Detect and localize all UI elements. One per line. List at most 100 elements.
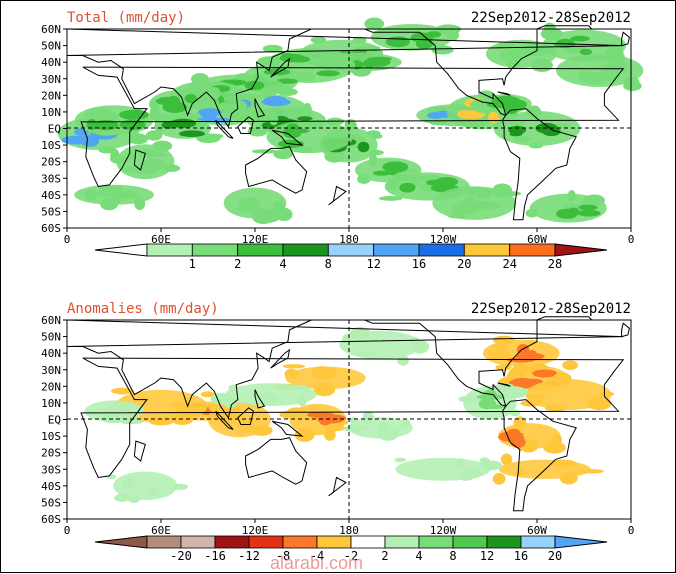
lon-label: 0 [64, 233, 71, 246]
total-colorbar: 1 2 4 8 12 16 20 24 28 [94, 243, 608, 271]
field-core [459, 206, 479, 214]
field-patch [512, 363, 530, 375]
lon-label: 60W [527, 524, 547, 537]
field-core [134, 164, 159, 175]
colorbar-swatch [237, 243, 284, 257]
field-patch [256, 391, 279, 406]
colorbar-high-arrow [554, 535, 608, 549]
field-patch [172, 483, 188, 490]
field-patch [210, 393, 231, 405]
field-core [508, 125, 526, 135]
lat-label: 10N [41, 106, 61, 119]
coastline-sumatra [215, 119, 234, 139]
field-core [161, 121, 176, 129]
anomaly-colorbar: -20 -16 -12 -8 -4 -2 2 4 8 12 16 20 [94, 535, 608, 563]
field-patch [492, 342, 508, 350]
coastline-philippines [254, 98, 266, 118]
colorbar-label: -16 [204, 549, 226, 563]
field-patch [583, 194, 605, 206]
lon-label: 60E [151, 233, 171, 246]
field-patch [386, 180, 399, 191]
field-patch [186, 83, 213, 94]
field-patch [237, 419, 254, 433]
colorbar-swatch [180, 535, 216, 549]
colorbar-swatch [373, 243, 420, 257]
field-patch [181, 406, 207, 412]
field-patch [93, 128, 120, 136]
field-core [357, 141, 370, 153]
field-patch [527, 393, 546, 403]
field-patch [204, 101, 214, 111]
field-patch [431, 45, 454, 55]
field-patch [104, 405, 124, 412]
field-patch [378, 196, 403, 201]
field-patch [127, 496, 140, 503]
colorbar-label: -20 [170, 549, 192, 563]
field-patch [272, 202, 286, 211]
colorbar-swatch [384, 535, 420, 549]
field-patch [293, 146, 314, 153]
lat-label: 40N [41, 56, 61, 69]
field-patch [273, 149, 293, 160]
colorbar-swatch [509, 243, 556, 257]
lat-label: 50S [41, 496, 61, 509]
field-patch [282, 113, 300, 118]
field-core [410, 32, 434, 43]
field-patch [324, 150, 345, 163]
colorbar-swatch [327, 243, 374, 257]
colorbar-low-arrow [94, 535, 148, 549]
field-core [289, 56, 311, 63]
field-core [523, 378, 543, 385]
coastline-madagascar [133, 149, 146, 171]
coastline-philippines [254, 389, 266, 409]
field-patch [509, 119, 525, 127]
field-patch [543, 441, 566, 454]
colorbar-swatch [452, 535, 488, 549]
colorbar-label: 12 [480, 549, 494, 563]
lon-label: 60E [151, 524, 171, 537]
field-patch [496, 42, 516, 49]
field-core [608, 69, 626, 75]
colorbar-label: -4 [310, 549, 324, 563]
total-lat-labels: 60N 50N 40N 30N 20N 10N EQ 10S 20S 30S 40S 50S 60S [41, 23, 67, 235]
anomaly-title: Anomalies (mm/day) [67, 301, 219, 317]
colorbar-label: 24 [502, 257, 516, 271]
field-core [516, 344, 530, 356]
field-patch [220, 409, 241, 423]
colorbar-label: 28 [548, 257, 562, 271]
field-core [84, 189, 98, 200]
field-core [121, 191, 137, 199]
field-patch [313, 382, 336, 397]
coastline-africa [80, 66, 625, 188]
lat-label: 60S [41, 513, 61, 526]
colorbar-high-arrow [554, 243, 608, 257]
coastline-samerica [501, 399, 577, 512]
colorbar-swatch [146, 535, 182, 549]
colorbar-label: 16 [412, 257, 426, 271]
field-patch [148, 487, 160, 496]
field-patch [531, 58, 553, 72]
coastline-europe_asia [66, 28, 624, 129]
lat-label: 60S [41, 222, 61, 235]
field-core [61, 135, 91, 145]
lat-label: 30S [41, 463, 61, 476]
field-patch [269, 113, 279, 126]
field-patch [502, 386, 528, 399]
lat-label: EQ [48, 123, 61, 136]
watermark-text: alarabi.com [270, 553, 364, 573]
field-core [482, 404, 505, 410]
coastline-nz [328, 185, 347, 206]
field-patch [352, 36, 367, 44]
field-core [464, 196, 475, 205]
field-patch [500, 453, 513, 466]
lat-label: 20S [41, 447, 61, 460]
field-core [316, 70, 340, 77]
field-patch [509, 409, 521, 417]
colorbar-label: 12 [366, 257, 380, 271]
lat-label: 30N [41, 364, 61, 377]
field-patch [397, 355, 409, 366]
field-patch [505, 58, 521, 70]
coastline-australia [245, 146, 308, 194]
field-core [578, 204, 598, 211]
lon-label: 120W [430, 233, 457, 246]
